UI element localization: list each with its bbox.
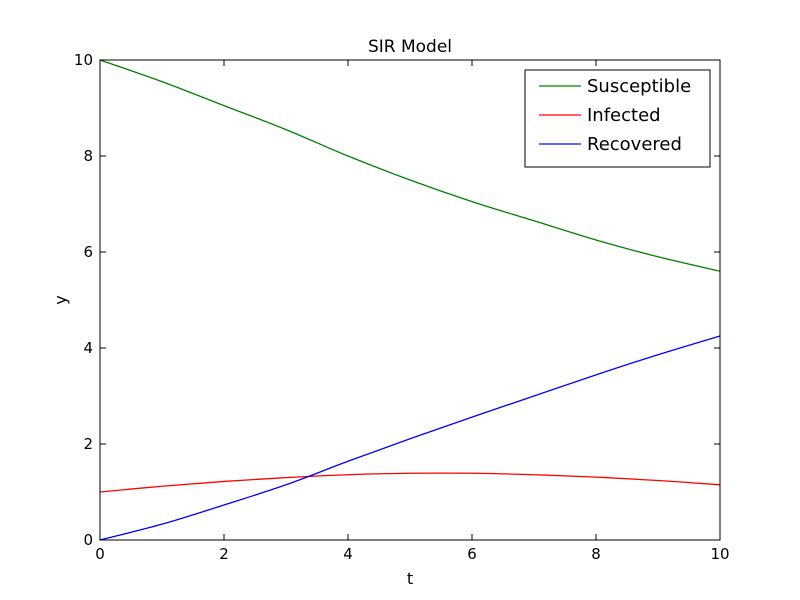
legend-label: Infected bbox=[587, 105, 661, 126]
series-lines bbox=[99, 59, 721, 541]
y-tick-label: 6 bbox=[83, 243, 93, 261]
y-tick-label: 4 bbox=[83, 339, 93, 357]
plot-frame bbox=[99, 59, 721, 541]
series-line-susceptible bbox=[99, 59, 721, 272]
chart-title: SIR Model bbox=[368, 37, 452, 57]
y-tick-label: 8 bbox=[83, 147, 93, 165]
legend-label: Recovered bbox=[587, 134, 682, 155]
legend: Susceptible Infected Recovered bbox=[524, 69, 711, 168]
x-tick-label: 6 bbox=[467, 545, 477, 563]
y-tick-label: 0 bbox=[83, 531, 93, 549]
legend-label: Susceptible bbox=[587, 76, 691, 97]
x-axis-label: t bbox=[407, 569, 413, 588]
y-tick-label: 2 bbox=[83, 435, 93, 453]
x-tick-label: 10 bbox=[710, 545, 729, 563]
x-tick-label: 8 bbox=[591, 545, 601, 563]
series-line-infected bbox=[99, 472, 721, 493]
y-axis-label: y bbox=[51, 295, 70, 304]
x-tick-label: 4 bbox=[343, 545, 353, 563]
series-line-recovered bbox=[99, 335, 721, 541]
x-tick-label: 2 bbox=[219, 545, 229, 563]
y-tick-label: 10 bbox=[74, 51, 93, 69]
x-tick-label: 0 bbox=[95, 545, 105, 563]
